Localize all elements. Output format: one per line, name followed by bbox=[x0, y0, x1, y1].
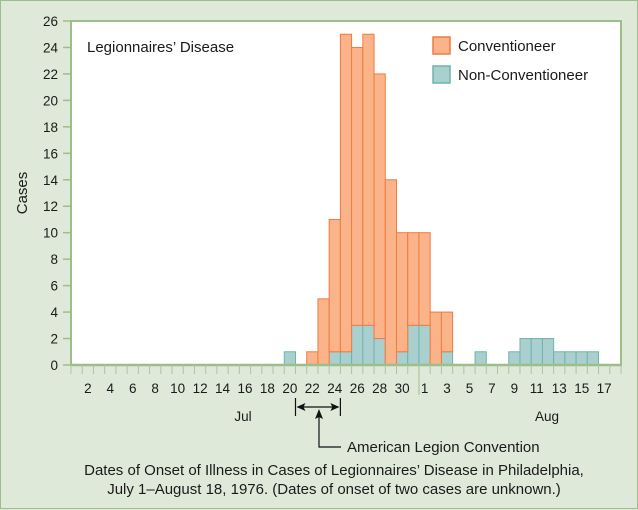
bar-non-conventioneer-aug-9 bbox=[508, 351, 521, 366]
bar-conventioneer-jul-23 bbox=[317, 298, 330, 366]
x-tick-label: 14 bbox=[215, 381, 231, 396]
legend-label: Conventioneer bbox=[458, 38, 556, 55]
leader-line bbox=[318, 417, 341, 448]
bar-non-conventioneer-aug-15 bbox=[575, 351, 588, 366]
x-tick-label: 9 bbox=[511, 381, 519, 396]
y-tick-label: 6 bbox=[50, 279, 58, 294]
bar-non-conventioneer-jul-31 bbox=[407, 324, 420, 366]
y-tick-label: 4 bbox=[50, 305, 58, 320]
bar-non-conventioneer-aug-1 bbox=[418, 324, 431, 366]
y-tick-label: 2 bbox=[50, 332, 58, 347]
y-tick-label: 18 bbox=[43, 120, 58, 135]
x-tick-label: 13 bbox=[552, 381, 567, 396]
y-tick-label: 22 bbox=[43, 67, 58, 82]
x-tick-label: 1 bbox=[421, 381, 429, 396]
month-label-jul: Jul bbox=[234, 409, 251, 424]
caption-line: Dates of Onset of Illness in Cases of Le… bbox=[84, 462, 584, 479]
bar-non-conventioneer-jul-28 bbox=[373, 338, 386, 366]
bar-conventioneer-jul-25 bbox=[339, 33, 353, 353]
y-tick-label: 24 bbox=[43, 40, 59, 55]
x-tick-label: 5 bbox=[466, 381, 474, 396]
caption: Dates of Onset of Illness in Cases of Le… bbox=[84, 462, 584, 498]
x-tick-label: 30 bbox=[395, 381, 410, 396]
y-axis-label: Cases bbox=[14, 172, 31, 215]
bar-non-conventioneer-aug-3 bbox=[440, 351, 454, 366]
bar-non-conventioneer-jul-26 bbox=[351, 324, 364, 366]
convention-annotation: American Legion Convention bbox=[294, 398, 540, 456]
bar-non-conventioneer-aug-13 bbox=[553, 351, 566, 366]
bar-non-conventioneer-jul-30 bbox=[396, 351, 409, 366]
bar-non-conventioneer-jul-24 bbox=[328, 351, 341, 366]
bar-non-conventioneer-jul-20 bbox=[283, 351, 296, 366]
bar-non-conventioneer-jul-27 bbox=[362, 324, 375, 366]
x-tick-label: 2 bbox=[84, 381, 92, 396]
arrow-left-icon bbox=[296, 403, 306, 411]
x-tick-label: 16 bbox=[237, 381, 252, 396]
bar-conventioneer-jul-26 bbox=[351, 46, 364, 326]
y-tick-label: 8 bbox=[50, 252, 58, 267]
month-label-aug: Aug bbox=[535, 409, 559, 424]
y-tick-label: 14 bbox=[43, 173, 59, 188]
bar-conventioneer-aug-3 bbox=[440, 311, 454, 353]
bar-conventioneer-aug-2 bbox=[429, 311, 442, 366]
bar-conventioneer-jul-24 bbox=[328, 218, 341, 353]
y-tick-label: 20 bbox=[43, 93, 58, 108]
y-tick-label: 0 bbox=[50, 358, 58, 373]
bar-conventioneer-jul-30 bbox=[396, 232, 409, 353]
x-tick-label: 4 bbox=[107, 381, 115, 396]
bar-conventioneer-jul-22 bbox=[306, 351, 319, 366]
y-tick-label: 26 bbox=[43, 14, 58, 29]
x-tick-label: 7 bbox=[488, 381, 496, 396]
x-tick-label: 12 bbox=[193, 381, 208, 396]
bar-conventioneer-jul-29 bbox=[384, 179, 398, 366]
y-tick-label: 16 bbox=[43, 146, 58, 161]
x-tick-label: 22 bbox=[305, 381, 320, 396]
legend-swatch-conventioneer bbox=[432, 36, 451, 55]
bar-non-conventioneer-aug-6 bbox=[474, 351, 487, 366]
bars-group bbox=[70, 20, 622, 367]
bar-non-conventioneer-aug-12 bbox=[541, 338, 555, 366]
bar-conventioneer-jul-28 bbox=[373, 73, 386, 340]
annotation-label: American Legion Convention bbox=[347, 439, 540, 456]
x-tick-label: 18 bbox=[260, 381, 275, 396]
arrow-up-icon bbox=[315, 409, 323, 419]
x-tick-label: 10 bbox=[170, 381, 185, 396]
x-tick-label: 26 bbox=[350, 381, 365, 396]
arrow-right-icon bbox=[330, 403, 340, 411]
x-axis: 2 4 6 8 10 12 14 16 18 20 22 24 26 28 30 1 3 5 7 9 11 13 15 17J… bbox=[70, 365, 622, 424]
x-tick-label: 24 bbox=[327, 381, 343, 396]
bar-non-conventioneer-aug-16 bbox=[586, 351, 600, 366]
bar-conventioneer-jul-27 bbox=[362, 33, 375, 326]
y-tick-label: 10 bbox=[43, 226, 58, 241]
caption-line: July 1–August 18, 1976. (Dates of onset … bbox=[107, 481, 561, 498]
x-tick-label: 3 bbox=[443, 381, 451, 396]
x-tick-label: 28 bbox=[372, 381, 387, 396]
chart-title: Legionnaires’ Disease bbox=[87, 39, 234, 56]
bar-conventioneer-jul-31 bbox=[407, 232, 420, 326]
bar-non-conventioneer-aug-14 bbox=[564, 351, 577, 366]
bar-non-conventioneer-jul-25 bbox=[339, 351, 353, 366]
bar-non-conventioneer-aug-11 bbox=[530, 338, 543, 366]
x-tick-label: 20 bbox=[282, 381, 297, 396]
legend-label: Non-Conventioneer bbox=[458, 67, 588, 84]
x-tick-label: 15 bbox=[574, 381, 589, 396]
x-tick-label: 8 bbox=[151, 381, 159, 396]
legend: Conventioneer Non-Conventioneer bbox=[432, 36, 588, 84]
legend-swatch-non-conventioneer bbox=[432, 65, 451, 84]
bar-non-conventioneer-aug-10 bbox=[519, 338, 532, 366]
x-tick-label: 11 bbox=[530, 381, 544, 396]
y-tick-label: 12 bbox=[43, 199, 58, 214]
x-tick-label: 6 bbox=[129, 381, 137, 396]
x-tick-label: 17 bbox=[597, 381, 612, 396]
bar-conventioneer-aug-1 bbox=[418, 232, 431, 326]
